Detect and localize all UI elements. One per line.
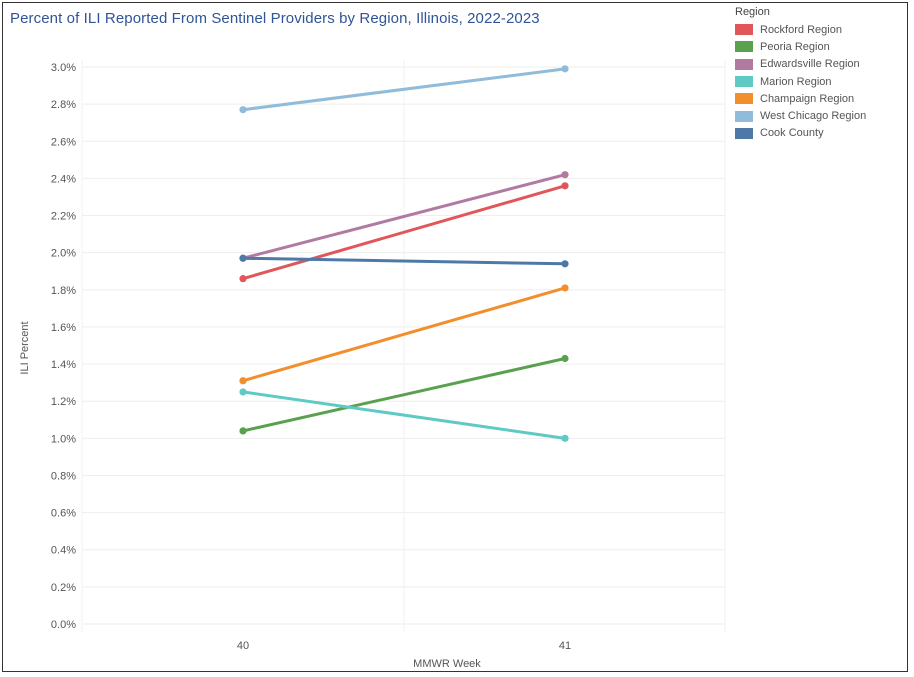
y-tick-label: 1.6% bbox=[51, 322, 76, 334]
x-axis-ticks: 40 41 bbox=[237, 640, 571, 652]
y-tick-label: 1.2% bbox=[51, 396, 76, 408]
y-tick-label: 1.8% bbox=[51, 285, 76, 297]
y-tick-label: 2.2% bbox=[51, 211, 76, 223]
y-tick-label: 0.6% bbox=[51, 508, 76, 520]
y-tick-label: 0.8% bbox=[51, 470, 76, 482]
series-line bbox=[241, 356, 567, 433]
series-line bbox=[241, 173, 567, 260]
data-point[interactable] bbox=[561, 65, 569, 73]
y-tick-label: 0.2% bbox=[51, 582, 76, 594]
data-point[interactable] bbox=[561, 354, 569, 363]
y-tick-label: 3.0% bbox=[51, 62, 76, 74]
legend-item[interactable]: Edwardsville Region bbox=[735, 56, 866, 73]
legend-item[interactable]: Champaign Region bbox=[735, 90, 866, 107]
legend-item[interactable]: Marion Region bbox=[735, 73, 866, 90]
y-tick-label: 2.6% bbox=[51, 136, 76, 148]
y-tick-label: 2.4% bbox=[51, 173, 76, 185]
legend-swatch bbox=[735, 24, 753, 36]
series-line bbox=[241, 67, 567, 112]
data-point[interactable] bbox=[239, 388, 247, 396]
chart-title: Percent of ILI Reported From Sentinel Pr… bbox=[10, 10, 540, 27]
legend-label: Peoria Region bbox=[760, 40, 830, 53]
data-point[interactable] bbox=[239, 427, 247, 435]
x-tick-label: 41 bbox=[559, 640, 571, 652]
legend-items: Rockford Region Peoria Region Edwardsville… bbox=[735, 21, 866, 142]
y-tick-label: 0.4% bbox=[51, 545, 76, 557]
legend-swatch bbox=[735, 127, 753, 139]
series-points bbox=[239, 65, 569, 442]
x-axis-title: MMWR Week bbox=[413, 658, 481, 670]
series-lines bbox=[241, 67, 567, 440]
y-tick-label: 2.0% bbox=[51, 248, 76, 260]
legend-label: Edwardsville Region bbox=[760, 58, 860, 71]
legend-swatch bbox=[735, 58, 753, 70]
gridlines bbox=[81, 60, 726, 632]
y-tick-label: 2.8% bbox=[51, 99, 76, 111]
legend-swatch bbox=[735, 93, 753, 105]
data-point[interactable] bbox=[239, 377, 247, 385]
y-tick-label: 1.4% bbox=[51, 359, 76, 371]
y-tick-label: 1.0% bbox=[51, 433, 76, 445]
legend-label: Cook County bbox=[760, 127, 824, 140]
x-tick-label: 40 bbox=[237, 640, 249, 652]
legend-label: Rockford Region bbox=[760, 23, 842, 36]
data-point[interactable] bbox=[561, 284, 569, 292]
legend-label: Marion Region bbox=[760, 75, 832, 88]
data-point[interactable] bbox=[561, 171, 569, 179]
legend-title: Region bbox=[735, 6, 770, 18]
data-point[interactable] bbox=[239, 254, 247, 262]
series-line bbox=[241, 256, 567, 266]
series-line bbox=[241, 390, 567, 440]
legend-item[interactable]: Peoria Region bbox=[735, 38, 866, 55]
y-axis-title: ILI Percent bbox=[19, 321, 31, 374]
series-line bbox=[241, 184, 567, 281]
y-tick-label: 0.0% bbox=[51, 619, 76, 631]
legend-swatch bbox=[735, 110, 753, 122]
data-point[interactable] bbox=[561, 182, 569, 190]
legend-item[interactable]: West Chicago Region bbox=[735, 107, 866, 124]
legend-label: Champaign Region bbox=[760, 92, 855, 105]
data-point[interactable] bbox=[561, 434, 569, 442]
legend: Region Rockford Region Peoria Region Edwar… bbox=[735, 6, 866, 142]
data-point[interactable] bbox=[239, 275, 247, 283]
legend-item[interactable]: Rockford Region bbox=[735, 21, 866, 38]
series-line bbox=[241, 286, 567, 383]
legend-item[interactable]: Cook County bbox=[735, 125, 866, 142]
data-point[interactable] bbox=[239, 106, 247, 114]
data-point[interactable] bbox=[561, 260, 569, 268]
legend-swatch bbox=[735, 41, 753, 53]
y-axis-ticks: 0.0% 0.2% 0.4% 0.6% 0.8% 1.0% 1.2% 1.4% 1.6% 1.8%… bbox=[51, 62, 76, 631]
legend-label: West Chicago Region bbox=[760, 110, 867, 123]
legend-swatch bbox=[735, 76, 753, 88]
